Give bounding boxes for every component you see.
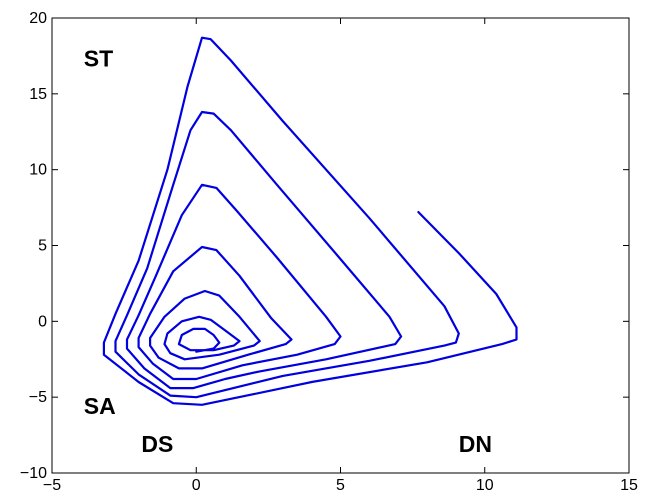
region-label-st: ST [84, 46, 113, 72]
x-tick-label: 0 [192, 477, 201, 494]
y-tick-label: 0 [38, 313, 47, 330]
series-layer [102, 36, 518, 406]
y-tick-label: 20 [29, 10, 47, 27]
y-tick-label: 10 [29, 162, 47, 179]
trajectory-line [102, 36, 518, 406]
y-tick-label: −10 [20, 465, 47, 482]
region-labels: ST SA DS DN [84, 46, 492, 457]
y-tick-label: −5 [29, 389, 47, 406]
y-tick-label: 15 [29, 86, 47, 103]
x-tick-label: 10 [476, 477, 494, 494]
plot-frame [51, 17, 630, 474]
x-tick-label: −5 [43, 477, 61, 494]
region-label-dn: DN [459, 431, 492, 457]
plot-background [52, 18, 629, 473]
x-tick-label: 15 [620, 477, 638, 494]
region-label-ds: DS [141, 431, 173, 457]
region-label-sa: SA [84, 393, 116, 419]
x-tick-label: 5 [336, 477, 345, 494]
y-tick-label: 5 [38, 238, 47, 255]
